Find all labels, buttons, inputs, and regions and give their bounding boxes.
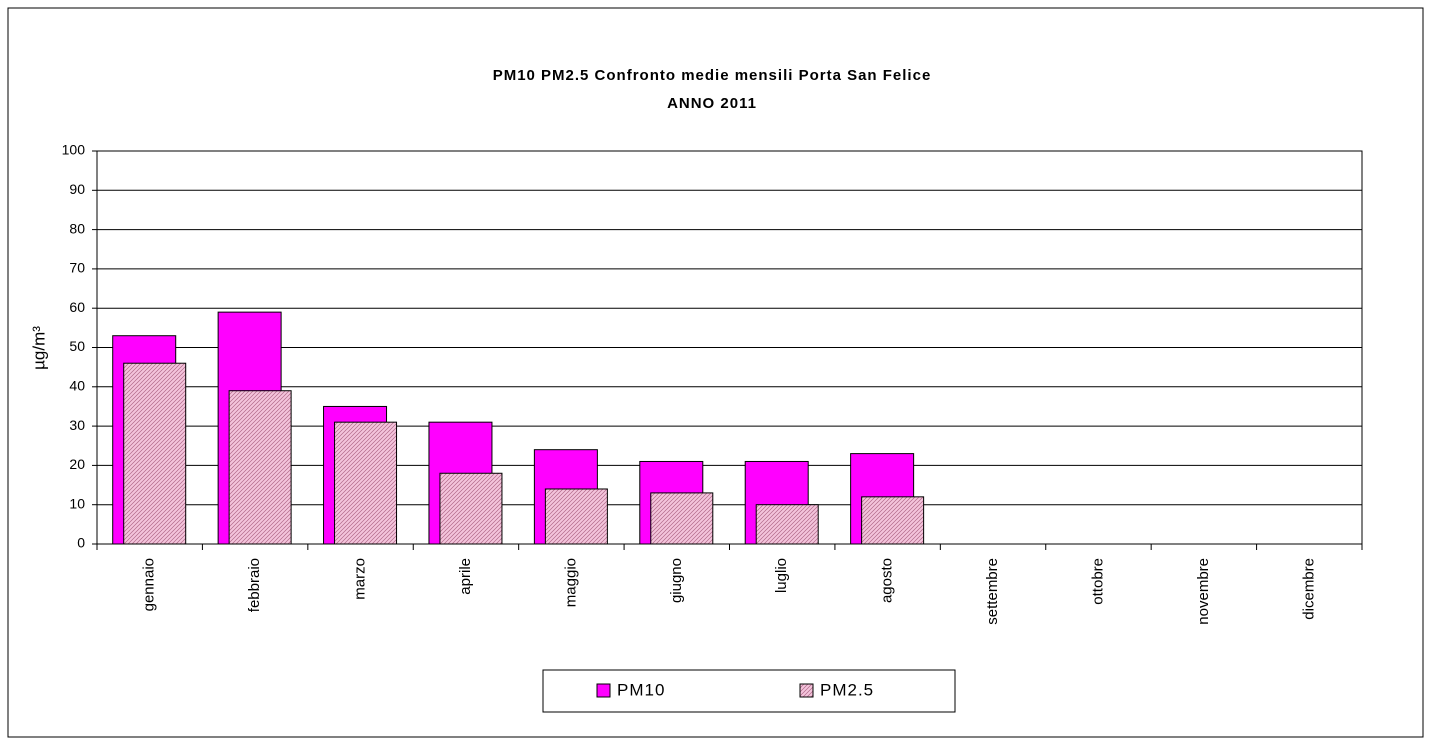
y-tick-label: 10 bbox=[69, 495, 85, 511]
y-tick-label: 30 bbox=[69, 417, 85, 433]
y-tick-label: 80 bbox=[69, 220, 85, 236]
y-tick-label: 60 bbox=[69, 299, 85, 315]
y-tick-label: 50 bbox=[69, 338, 85, 354]
x-tick-label: dicembre bbox=[1300, 558, 1317, 620]
x-tick-label: gennaio bbox=[141, 558, 158, 611]
y-tick-label: 0 bbox=[77, 535, 85, 551]
y-axis-label: µg/m³ bbox=[29, 326, 48, 370]
y-tick-label: 40 bbox=[69, 378, 85, 394]
chart-title: PM10 PM2.5 Confronto medie mensili Porta… bbox=[493, 67, 932, 84]
bar bbox=[334, 421, 398, 545]
legend-label: PM2.5 bbox=[820, 680, 874, 699]
x-tick-label: settembre bbox=[984, 558, 1001, 625]
legend-box bbox=[542, 669, 956, 713]
x-tick-label: aprile bbox=[457, 558, 474, 595]
bar bbox=[439, 472, 503, 545]
x-tick-label: febbraio bbox=[246, 558, 263, 612]
y-tick-label: 100 bbox=[62, 142, 86, 158]
x-tick-label: ottobre bbox=[1089, 558, 1106, 605]
bar bbox=[123, 362, 187, 545]
bar bbox=[228, 390, 292, 545]
y-tick-label: 20 bbox=[69, 456, 85, 472]
legend-swatch bbox=[596, 683, 611, 698]
bar bbox=[544, 488, 608, 545]
x-tick-label: maggio bbox=[562, 558, 579, 607]
legend-label: PM10 bbox=[617, 680, 665, 699]
legend-swatch bbox=[799, 683, 814, 698]
x-tick-label: giugno bbox=[668, 558, 685, 603]
x-tick-label: marzo bbox=[352, 558, 369, 600]
bar bbox=[755, 504, 819, 545]
x-tick-label: luglio bbox=[773, 558, 790, 593]
bar bbox=[650, 492, 714, 545]
y-tick-label: 90 bbox=[69, 181, 85, 197]
bar bbox=[861, 496, 925, 545]
y-tick-label: 70 bbox=[69, 260, 85, 276]
x-tick-label: novembre bbox=[1195, 558, 1212, 625]
chart-subtitle: ANNO 2011 bbox=[667, 95, 757, 112]
x-tick-label: agosto bbox=[879, 558, 896, 603]
